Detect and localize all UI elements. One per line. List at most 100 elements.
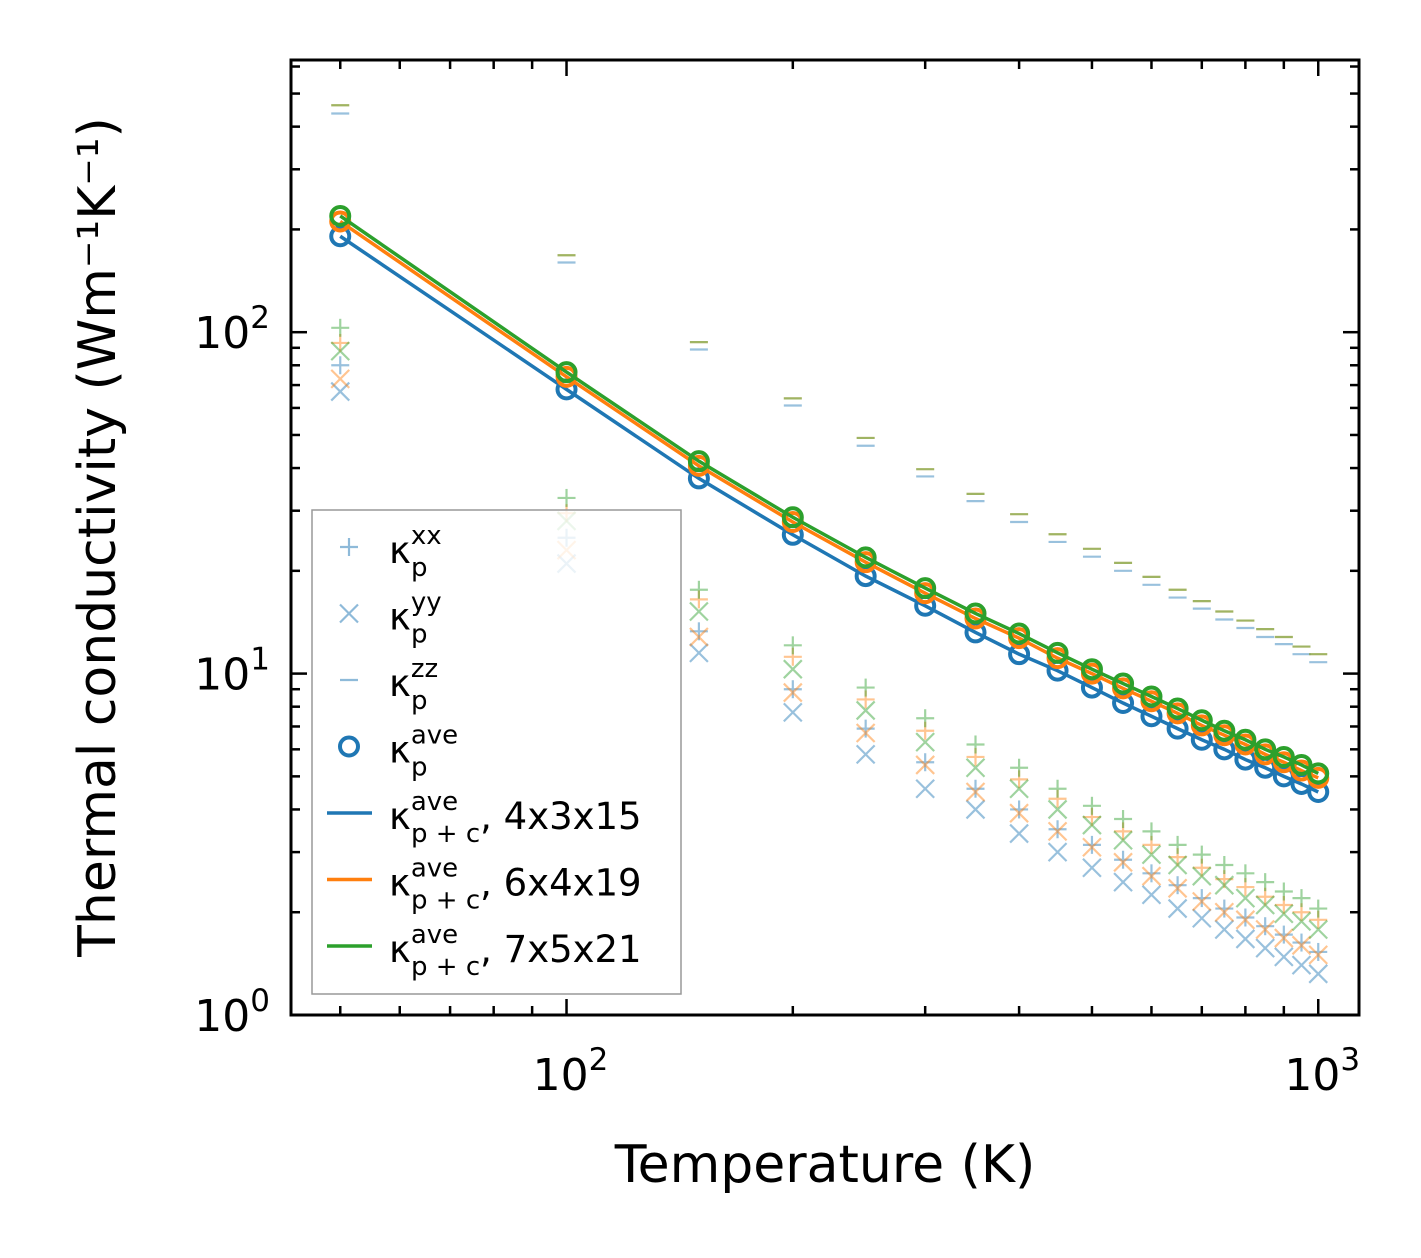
point-kave-7x5x21 — [1112, 672, 1135, 695]
point-kave-4x3x15 — [1166, 717, 1189, 740]
x-b — [965, 782, 986, 802]
x-b — [330, 341, 351, 361]
point-kyy-6x4x19 — [915, 755, 935, 775]
circle — [687, 450, 710, 473]
point-kyy-4x3x15 — [1308, 964, 1329, 984]
point-kyy-6x4x19 — [1308, 945, 1329, 965]
x-a — [330, 341, 351, 361]
point-kxx-4x3x15 — [1236, 908, 1255, 927]
legend-marker-plus — [340, 538, 358, 556]
x-b — [1274, 903, 1294, 924]
point-kyy-4x3x15 — [855, 744, 876, 765]
x-b — [1235, 910, 1256, 930]
x-a — [689, 601, 709, 622]
x-a — [1141, 844, 1162, 865]
point-kyy-7x5x21 — [1167, 855, 1188, 875]
y-tick-label: 102 — [194, 300, 270, 359]
point-kyy-6x4x19 — [1009, 803, 1029, 823]
legend-label: κxx p — [389, 521, 442, 583]
x-b — [1113, 872, 1133, 892]
x-b — [1235, 888, 1256, 908]
point-kxx-4x3x15 — [1215, 899, 1234, 918]
x-a — [1009, 823, 1029, 844]
point-kyy-7x5x21 — [1308, 919, 1329, 940]
x-a — [915, 755, 935, 775]
legend-marker-x — [339, 603, 359, 624]
x-b — [1291, 955, 1312, 975]
circle — [1112, 672, 1135, 695]
x-b — [1192, 908, 1212, 929]
point-kave-7x5x21 — [1234, 728, 1257, 751]
x-a — [1274, 903, 1294, 924]
point-kxx-7x5x21 — [1142, 822, 1161, 841]
point-kyy-6x4x19 — [330, 369, 351, 389]
point-kyy-4x3x15 — [1274, 947, 1294, 967]
x-a — [1291, 911, 1312, 932]
x-a — [783, 659, 803, 679]
x-a — [1235, 910, 1256, 930]
circle — [914, 577, 937, 600]
point-kxx-7x5x21 — [689, 580, 708, 599]
point-kxx-7x5x21 — [1082, 796, 1101, 815]
point-kxx-4x3x15 — [1142, 864, 1161, 883]
point-kyy-7x5x21 — [1192, 866, 1212, 886]
point-kave-7x5x21 — [1046, 641, 1069, 664]
point-kxx-6x4x19 — [856, 690, 875, 709]
point-kyy-7x5x21 — [783, 659, 803, 679]
point-kxx-4x3x15 — [1168, 876, 1187, 895]
point-kyy-6x4x19 — [1167, 878, 1188, 899]
legend-entry: κave p + c, 6x4x19 — [327, 854, 642, 916]
point-kyy-6x4x19 — [1235, 910, 1256, 930]
x-b — [783, 659, 803, 679]
point-kxx-4x3x15 — [1274, 925, 1293, 944]
x-a — [855, 700, 876, 721]
circle — [1213, 719, 1236, 742]
point-kxx-4x3x15 — [783, 680, 802, 699]
point-kxx-4x3x15 — [1114, 850, 1133, 869]
point-kxx-6x4x19 — [1256, 887, 1275, 906]
x-b — [1291, 911, 1312, 932]
point-kxx-7x5x21 — [1236, 864, 1255, 883]
x-tick-label: 102 — [533, 1042, 609, 1101]
x-a — [1047, 821, 1068, 842]
x-a — [915, 778, 935, 799]
x-b — [1214, 919, 1235, 940]
x-b — [339, 603, 359, 624]
circle — [1254, 738, 1277, 761]
point-kyy-4x3x15 — [783, 702, 803, 723]
legend-box — [311, 509, 682, 995]
x-b — [1167, 878, 1188, 899]
circle — [1290, 753, 1313, 776]
legend-entry: κave p — [338, 721, 458, 783]
point-kyy-4x3x15 — [689, 643, 709, 663]
point-kyy-4x3x15 — [965, 799, 986, 820]
data-marks — [329, 104, 1330, 984]
x-a — [965, 757, 986, 778]
x-b — [1141, 866, 1162, 886]
point-kxx-7x5x21 — [1010, 758, 1029, 777]
x-a — [330, 369, 351, 389]
point-kyy-6x4x19 — [965, 782, 986, 802]
point-kxx-6x4x19 — [1215, 870, 1234, 889]
point-kxx-6x4x19 — [1142, 835, 1161, 854]
circle — [1080, 658, 1103, 681]
point-kxx-7x5x21 — [783, 636, 802, 655]
x-b — [1167, 855, 1188, 875]
x-a — [783, 702, 803, 723]
x-a — [1192, 908, 1212, 929]
point-kxx-4x3x15 — [1256, 917, 1275, 936]
point-kxx-7x5x21 — [916, 709, 935, 728]
x-a — [1274, 947, 1294, 967]
x-a — [1274, 928, 1294, 948]
point-kxx-7x5x21 — [1192, 845, 1211, 864]
point-kxx-6x4x19 — [1309, 910, 1328, 929]
point-kave-7x5x21 — [329, 204, 352, 227]
x-b — [1141, 844, 1162, 865]
point-kyy-6x4x19 — [1082, 837, 1102, 858]
x-b — [1009, 778, 1029, 799]
point-kyy-6x4x19 — [1192, 891, 1212, 912]
point-kxx-4x3x15 — [331, 356, 350, 375]
y-axis-label: Thermal conductivity (Wm⁻¹K⁻¹) — [68, 117, 128, 958]
line-kave-pc-6x4x19 — [339, 220, 1319, 780]
